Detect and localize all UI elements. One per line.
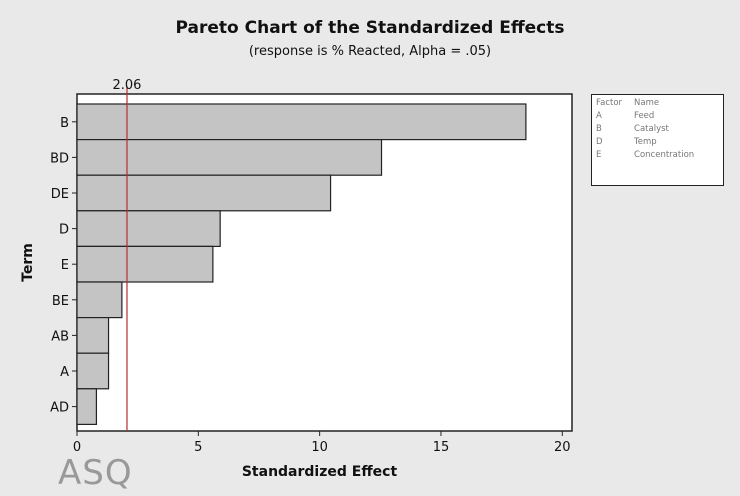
x-tick-label: 0: [73, 440, 81, 455]
y-tick-label: B: [60, 116, 69, 131]
x-tick-label: 20: [554, 440, 571, 455]
legend-factor: B: [596, 124, 602, 134]
y-tick-label: AB: [51, 329, 69, 344]
x-tick-label: 5: [194, 440, 202, 455]
y-tick-label: BD: [50, 151, 69, 166]
bar-a: [76, 352, 110, 390]
bar-d: [76, 210, 221, 248]
x-axis-label: Standardized Effect: [242, 464, 398, 480]
legend-factor: D: [596, 137, 603, 147]
legend-name: Feed: [634, 111, 655, 121]
bar-ab: [76, 317, 110, 354]
legend: Factor Name A Feed B Catalyst D Temp E Concen…: [591, 94, 724, 186]
legend-name: Catalyst: [634, 124, 669, 134]
legend-factor: E: [596, 150, 602, 160]
x-tick-label: 10: [311, 440, 328, 455]
y-tick-label: D: [59, 223, 69, 238]
bar-be: [76, 281, 123, 319]
chart-subtitle: (response is % Reacted, Alpha = .05): [248, 44, 492, 59]
bar-bd: [76, 139, 383, 176]
y-tick-label: DE: [51, 187, 69, 202]
legend-name: Concentration: [634, 150, 695, 160]
bar-b: [76, 103, 527, 141]
reference-line-label: 2.06: [113, 78, 142, 93]
legend-factor: A: [596, 111, 602, 121]
bar-e: [76, 245, 214, 283]
y-tick-label: E: [61, 258, 69, 273]
chart-title: Pareto Chart of the Standardized Effects: [175, 18, 565, 38]
y-axis-label: Term: [20, 243, 36, 282]
asq-logo: ASQ: [58, 453, 133, 493]
y-tick-label: A: [60, 365, 69, 380]
y-tick-label: AD: [50, 401, 69, 416]
legend-header-factor: Factor: [596, 98, 623, 108]
x-tick-label: 15: [433, 440, 450, 455]
legend-header-name: Name: [634, 98, 660, 108]
legend-name: Temp: [634, 137, 657, 147]
bar-de: [76, 174, 332, 212]
bar-ad: [76, 388, 98, 425]
y-tick-label: BE: [52, 294, 69, 309]
